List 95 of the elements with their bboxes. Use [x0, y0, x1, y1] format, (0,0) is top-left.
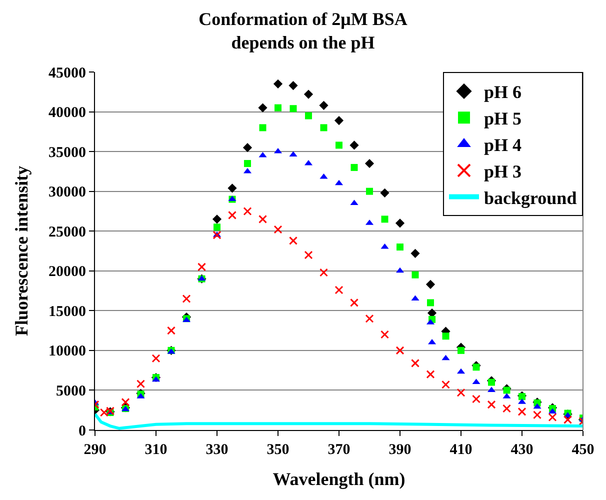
x-tick-label: 290 [84, 442, 106, 458]
point [212, 230, 222, 240]
point [334, 116, 344, 126]
point [289, 236, 298, 245]
chart-title: Conformation of 2μM BSA depends on the pH [198, 9, 408, 52]
point [396, 244, 404, 251]
point [458, 346, 464, 354]
point [426, 370, 435, 379]
legend-label: background [484, 188, 577, 208]
point [488, 378, 495, 386]
point [366, 188, 373, 195]
x-tick-label: 310 [144, 442, 168, 458]
point [533, 403, 542, 409]
point [273, 79, 283, 88]
point [364, 158, 374, 168]
y-tick-label: 45000 [48, 65, 86, 82]
point [198, 262, 206, 272]
y-tick-label: 25000 [48, 224, 86, 240]
point [182, 294, 191, 303]
y-tick-label: 30000 [48, 184, 86, 201]
point [152, 354, 160, 363]
x-tick-label: 370 [328, 442, 350, 458]
point [365, 314, 374, 323]
point [442, 354, 450, 360]
point [304, 250, 313, 260]
point [228, 184, 237, 193]
point [427, 299, 434, 306]
point [411, 358, 420, 368]
point [121, 398, 130, 406]
y-tick-label: 20000 [48, 264, 86, 280]
point [258, 103, 268, 112]
point [350, 200, 358, 206]
point [244, 160, 251, 167]
point [380, 188, 390, 198]
point [214, 224, 220, 231]
point [472, 394, 480, 404]
point [136, 380, 145, 388]
point [320, 124, 328, 132]
x-axis-title: Wavelength (nm) [272, 469, 406, 490]
x-tick-label: 350 [266, 442, 290, 458]
legend-label: pH 5 [484, 108, 522, 129]
point [350, 298, 358, 307]
point [320, 268, 328, 277]
y-tick-label: 35000 [48, 144, 86, 161]
point [319, 100, 328, 110]
x-tick-label: 390 [388, 442, 412, 458]
point [381, 216, 388, 223]
y-tick-label: 10000 [48, 344, 86, 360]
point [533, 410, 542, 420]
point [242, 143, 252, 152]
point [395, 218, 405, 228]
point [410, 248, 420, 258]
point [442, 332, 450, 340]
point [350, 140, 359, 150]
point [564, 415, 572, 424]
y-tick-label: 0 [78, 423, 86, 440]
point [167, 326, 176, 335]
point [212, 214, 222, 224]
point [336, 142, 342, 149]
point [503, 386, 510, 394]
point [426, 280, 436, 289]
point [350, 164, 358, 171]
point [259, 124, 266, 132]
point [334, 286, 344, 294]
point [518, 407, 526, 416]
point [456, 388, 466, 397]
point [243, 206, 252, 216]
point [472, 378, 480, 384]
x-tick-label: 430 [510, 442, 534, 458]
y-tick-label: 15000 [48, 304, 86, 320]
x-tick-label: 330 [206, 442, 228, 458]
legend-label: pH 6 [484, 82, 522, 102]
x-tick-label: 450 [572, 442, 594, 458]
point [274, 225, 282, 234]
x-tick-label: 410 [450, 442, 472, 458]
point [472, 364, 480, 371]
legend-label: pH 3 [484, 161, 522, 182]
point [380, 330, 389, 339]
y-tick-label: 5000 [56, 383, 86, 400]
point [305, 112, 312, 120]
point [228, 210, 236, 220]
point [288, 80, 298, 90]
point [304, 90, 314, 99]
point [487, 400, 496, 409]
point [442, 380, 450, 389]
point [258, 214, 267, 224]
point [396, 346, 404, 355]
point [274, 104, 282, 112]
point [412, 271, 419, 278]
legend-label: pH 4 [484, 135, 522, 156]
point [548, 413, 557, 422]
y-axis-title: Fluorescence intensity [12, 166, 32, 336]
point [502, 404, 511, 413]
point [290, 105, 297, 112]
y-tick-label: 40000 [48, 105, 86, 122]
